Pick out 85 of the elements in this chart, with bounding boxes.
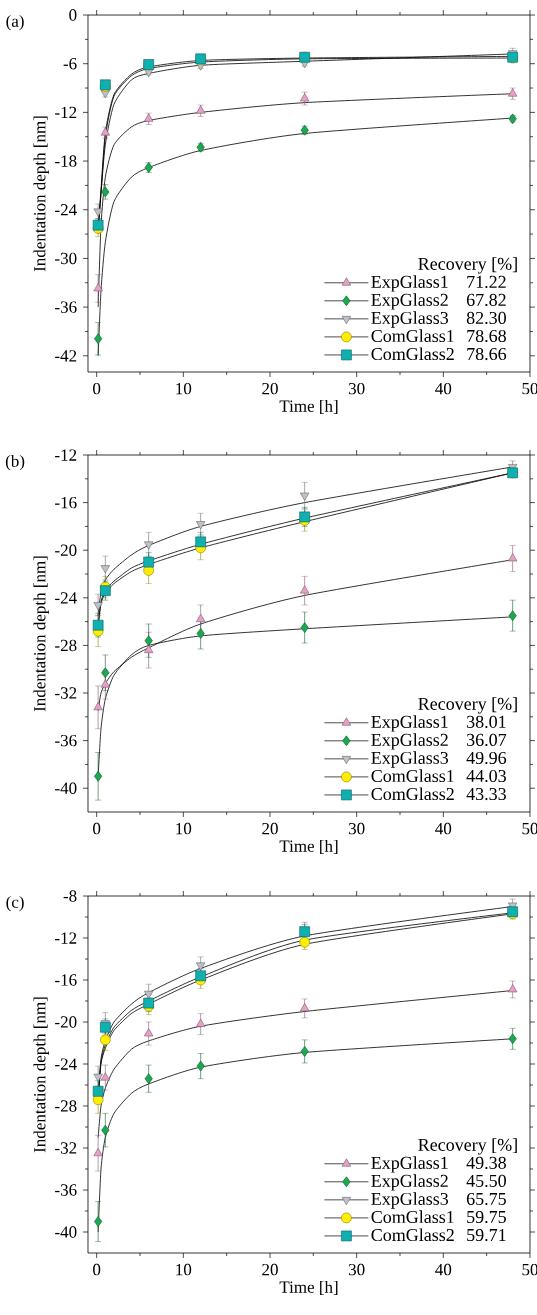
x-tick-label: 50 [522,822,537,835]
y-tick-label: -12 [55,932,77,944]
chart-title: (c) [6,895,24,912]
chart-title: (a) [6,14,24,31]
legend-label: ExpGlass2 [371,1174,448,1191]
x-tick-label: 20 [262,1263,278,1276]
x-tick-label: 10 [176,822,192,835]
y-tick-label: -16 [55,496,77,509]
x-tick-label: 40 [435,1263,452,1276]
y-axis-title: Indentation depth [nm] [33,556,49,712]
annotation: 59.71 [467,1228,506,1242]
y-axis-title: Indentation depth [nm] [33,997,49,1153]
y-tick-label: -32 [55,1142,77,1154]
legend-label: ExpGlass3 [371,1192,449,1209]
annotation: 67.82 [466,293,506,307]
x-tick-label: 30 [348,822,365,835]
y-tick-label: -40 [55,782,77,794]
y-tick-label: -12 [55,106,77,119]
legend-title: Recovery [%] [418,697,517,714]
y-tick-label: 0 [69,9,77,21]
x-tick-label: 0 [93,822,101,835]
y-tick-label: -24 [55,592,77,604]
y-tick-label: -36 [55,1184,77,1196]
annotation: 49.38 [466,1156,506,1169]
legend-title: Recovery [%] [418,1138,517,1155]
annotation: 82.30 [466,311,506,325]
chart-title: (b) [5,454,25,471]
x-tick-label: 10 [176,382,192,395]
x-tick-label: 40 [435,822,452,835]
y-tick-label: -32 [55,687,77,699]
y-tick-label: -40 [55,1226,77,1238]
annotation: 45.50 [466,1174,506,1188]
annotation: 36.07 [467,733,507,747]
y-tick-label: -24 [55,1058,77,1070]
legend-label: ComGlass1 [371,769,454,783]
legend-label: ExpGlass1 [371,1156,448,1173]
annotation: 78.66 [467,347,507,361]
y-tick-label: -42 [55,350,77,362]
y-tick-label: -36 [55,734,77,747]
annotation: 43.33 [466,787,506,801]
x-axis-title: Time [h] [279,399,338,414]
x-tick-label: 20 [262,382,278,395]
annotation: 78.68 [467,329,506,343]
y-axis-title: Indentation depth [nm] [33,116,49,272]
y-tick-label: -28 [55,639,77,652]
x-tick-label: 20 [262,822,278,835]
legend-label: ExpGlass1 [371,275,448,292]
annotation: 59.75 [467,1210,506,1224]
annotation: 71.22 [467,275,506,288]
x-tick-label: 40 [435,382,452,395]
legend-label: ComGlass1 [371,1210,454,1224]
x-tick-label: 0 [93,382,101,395]
annotation: 44.03 [466,769,506,783]
legend-label: ComGlass2 [371,347,454,361]
annotation: 65.75 [466,1192,506,1206]
y-tick-label: -8 [63,890,77,902]
x-tick-label: 50 [522,1263,537,1276]
x-tick-label: 50 [522,382,537,395]
y-tick-label: -28 [55,1100,77,1112]
y-tick-label: -16 [55,974,77,986]
annotation: 38.01 [467,715,506,728]
y-tick-label: -30 [55,252,77,265]
x-tick-label: 30 [348,382,365,395]
legend-label: ExpGlass2 [371,733,448,750]
legend-label: ExpGlass3 [371,311,449,328]
legend-label: ComGlass2 [371,787,454,801]
legend-label: ExpGlass1 [371,715,448,732]
legend-title: Recovery [%] [418,257,517,274]
y-tick-label: -20 [55,544,77,556]
legend-label: ComGlass2 [371,1228,454,1242]
x-axis-title: Time [h] [279,839,338,854]
annotation: 49.96 [466,751,507,765]
legend-label: ExpGlass2 [371,293,448,310]
x-axis-title: Time [h] [279,1280,338,1295]
legend-label: ComGlass1 [371,329,454,343]
y-tick-label: -12 [55,449,77,461]
x-tick-label: 10 [176,1263,192,1276]
y-tick-label: -24 [55,204,77,216]
x-tick-label: 0 [93,1263,101,1276]
y-tick-label: -18 [55,155,77,167]
y-tick-label: -36 [55,301,77,313]
y-tick-label: -6 [63,57,77,70]
legend-label: ExpGlass3 [371,751,449,768]
y-tick-label: -20 [55,1016,77,1028]
x-tick-label: 30 [348,1263,365,1276]
